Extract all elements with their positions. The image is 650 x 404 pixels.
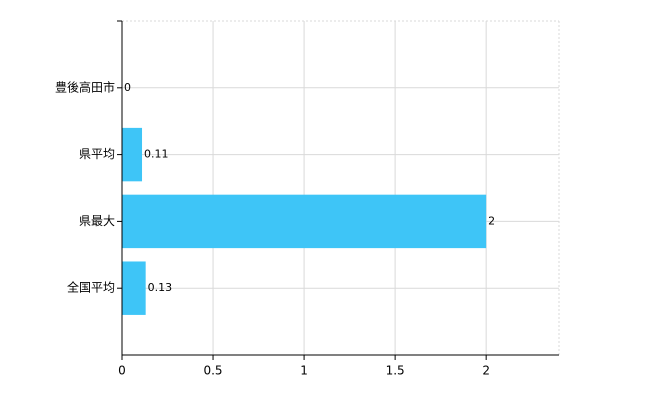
y-tick-label: 県平均: [79, 147, 115, 161]
value-label: 2: [488, 214, 495, 227]
x-tick-label: 1: [300, 364, 308, 378]
x-tick-label: 0.5: [203, 364, 222, 378]
value-label: 0.11: [144, 148, 169, 161]
bar: [122, 261, 146, 315]
value-label: 0: [124, 81, 131, 94]
x-tick-label: 2: [482, 364, 490, 378]
x-tick-label: 1.5: [386, 364, 405, 378]
y-tick-label: 豊後高田市: [55, 79, 115, 94]
value-label: 0.13: [148, 281, 173, 294]
y-tick-label: 県最大: [79, 214, 115, 228]
x-tick-label: 0: [118, 364, 126, 378]
y-tick-label: 全国平均: [67, 280, 115, 295]
bar: [122, 127, 143, 182]
bar: [122, 194, 487, 249]
